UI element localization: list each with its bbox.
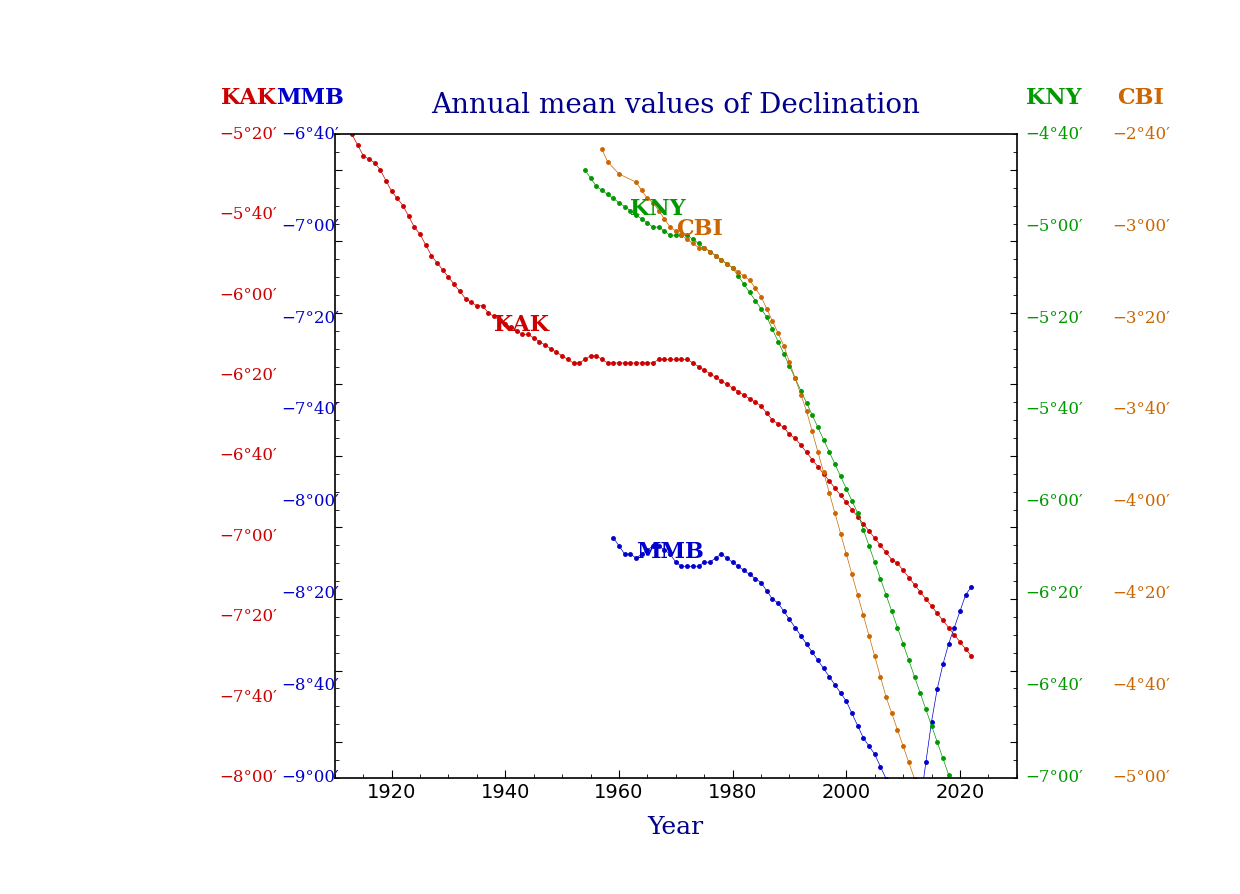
Text: −4°40′: −4°40′: [1112, 678, 1169, 695]
Text: KAK: KAK: [221, 88, 275, 109]
Text: −4°40′: −4°40′: [1025, 125, 1083, 143]
Text: −5°20′: −5°20′: [1025, 309, 1083, 326]
Text: −4°00′: −4°00′: [1112, 493, 1169, 510]
Text: −8°00′: −8°00′: [219, 769, 277, 787]
Text: −5°00′: −5°00′: [1112, 769, 1169, 787]
Text: −6°40′: −6°40′: [1025, 678, 1083, 695]
Text: MMB: MMB: [277, 88, 343, 109]
Text: −7°20′: −7°20′: [219, 608, 277, 626]
Text: −6°20′: −6°20′: [1025, 586, 1083, 603]
Text: −8°00′: −8°00′: [281, 493, 339, 510]
Text: −2°40′: −2°40′: [1112, 125, 1169, 143]
Text: CBI: CBI: [1117, 88, 1164, 109]
Text: MMB: MMB: [636, 541, 704, 563]
Text: −7°40′: −7°40′: [281, 401, 339, 418]
Text: −8°20′: −8°20′: [281, 586, 339, 603]
Text: −7°00′: −7°00′: [219, 527, 277, 545]
Text: −4°20′: −4°20′: [1112, 586, 1169, 603]
Text: −9°00′: −9°00′: [281, 769, 339, 787]
Text: KAK: KAK: [494, 314, 549, 336]
Text: −6°20′: −6°20′: [219, 367, 277, 384]
Title: Annual mean values of Declination: Annual mean values of Declination: [432, 92, 920, 119]
Text: −7°00′: −7°00′: [281, 217, 339, 234]
Text: KNY: KNY: [630, 198, 686, 220]
X-axis label: Year: Year: [647, 815, 704, 839]
Text: −8°40′: −8°40′: [281, 678, 339, 695]
Text: −3°00′: −3°00′: [1112, 217, 1169, 234]
Text: −5°40′: −5°40′: [219, 206, 277, 224]
Text: −6°40′: −6°40′: [281, 125, 339, 143]
Text: −7°00′: −7°00′: [1025, 769, 1083, 787]
Text: −6°40′: −6°40′: [219, 447, 277, 465]
Text: −5°00′: −5°00′: [1025, 217, 1083, 234]
Text: KNY: KNY: [1027, 88, 1081, 109]
Text: −5°20′: −5°20′: [219, 125, 277, 143]
Text: CBI: CBI: [676, 218, 723, 240]
Text: −3°20′: −3°20′: [1112, 309, 1169, 326]
Text: −6°00′: −6°00′: [219, 286, 277, 304]
Text: −7°40′: −7°40′: [219, 688, 277, 706]
Text: −7°20′: −7°20′: [281, 309, 339, 326]
Text: −5°40′: −5°40′: [1025, 401, 1083, 418]
Text: −3°40′: −3°40′: [1112, 401, 1169, 418]
Text: −6°00′: −6°00′: [1025, 493, 1083, 510]
